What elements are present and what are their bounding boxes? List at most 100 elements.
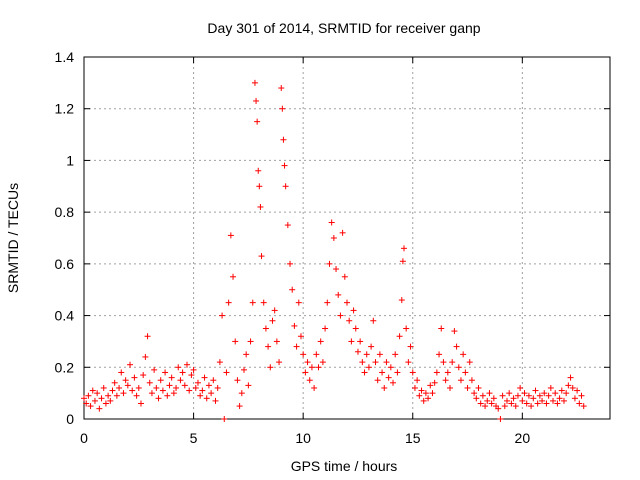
data-point [249,299,256,306]
data-point [306,377,313,384]
data-point [315,364,322,371]
data-point [385,374,392,381]
data-point [359,359,366,366]
data-point [232,338,239,345]
data-point [287,260,294,267]
data-point [578,392,585,399]
data-point [558,387,565,394]
data-point [464,384,471,391]
data-point [501,403,508,410]
data-point [297,333,304,340]
data-point [379,369,386,376]
data-point [580,403,587,410]
y-tick-label: 1.2 [55,101,75,117]
data-point [317,338,324,345]
data-point [188,372,195,379]
y-tick-labels: 0 0.2 0.4 0.6 0.8 1 1.2 1.4 [55,49,75,427]
data-point [208,390,215,397]
data-point [517,384,524,391]
data-point [486,390,493,397]
data-point [407,343,414,350]
data-point [319,359,326,366]
data-point [100,384,107,391]
data-point [326,260,333,267]
data-point [120,390,127,397]
data-point [477,400,484,407]
data-point [449,359,456,366]
data-point [370,317,377,324]
data-point [398,297,405,304]
data-point [357,338,364,345]
data-point [262,325,269,332]
data-point [105,392,112,399]
data-point [554,400,561,407]
data-point [565,382,572,389]
data-point [532,387,539,394]
data-point [98,395,105,402]
data-point [203,395,210,402]
data-point [383,359,390,366]
data-point [405,359,412,366]
data-point [324,299,331,306]
data-point [293,343,300,350]
data-point [539,397,546,404]
data-point [451,328,458,335]
data-point [234,377,241,384]
x-tick-label: 5 [190,430,198,446]
data-point [376,351,383,358]
data-point [173,384,180,391]
data-point [245,382,252,389]
data-point [534,400,541,407]
data-point [276,359,283,366]
data-point [281,162,288,169]
x-tick-label: 0 [80,430,88,446]
x-axis-label: GPS time / hours [291,458,398,474]
data-point [219,312,226,319]
data-point [436,351,443,358]
data-points [81,79,587,422]
data-point [361,369,368,376]
data-point [506,390,513,397]
data-point [148,390,155,397]
data-point [280,136,287,143]
y-tick-label: 0.6 [55,256,75,272]
data-point [365,364,372,371]
data-point [135,384,142,391]
data-point [170,390,177,397]
data-point [83,400,90,407]
data-point [484,397,491,404]
data-point [247,338,254,345]
data-point [567,374,574,381]
grid [84,57,610,419]
y-tick-label: 0.8 [55,204,75,220]
data-point [322,325,329,332]
data-point [243,351,250,358]
data-point [574,387,581,394]
data-point [113,392,120,399]
data-point [337,312,344,319]
data-point [151,366,158,373]
data-point [512,403,519,410]
data-point [221,416,228,422]
data-point [223,369,230,376]
x-tick-label: 10 [295,430,311,446]
data-point [503,397,510,404]
data-point [260,299,267,306]
data-point [416,392,423,399]
data-point [214,384,221,391]
data-point [175,364,182,371]
data-point [368,343,375,350]
data-point [409,369,416,376]
data-point [254,118,261,125]
data-point [273,338,280,345]
data-point [166,382,173,389]
data-point [387,364,394,371]
data-point [536,392,543,399]
data-point [438,325,445,332]
data-point [295,299,302,306]
data-point [414,377,421,384]
y-tick-label: 0.4 [55,308,75,324]
data-point [109,387,116,394]
data-point [411,384,418,391]
data-point [508,400,515,407]
